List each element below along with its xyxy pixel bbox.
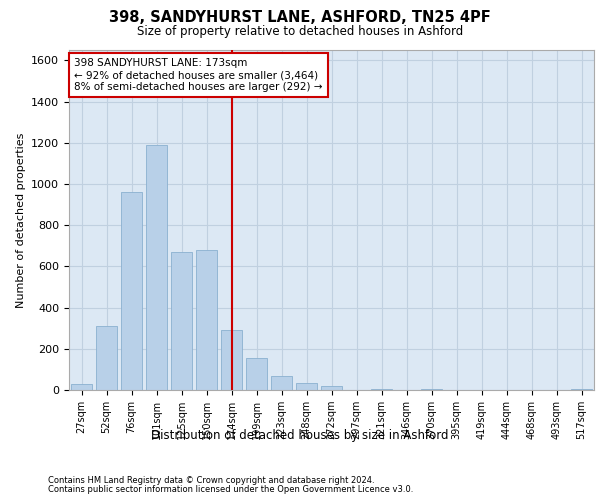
Text: Size of property relative to detached houses in Ashford: Size of property relative to detached ho… <box>137 25 463 38</box>
Text: Contains HM Land Registry data © Crown copyright and database right 2024.: Contains HM Land Registry data © Crown c… <box>48 476 374 485</box>
Bar <box>296 383 317 390</box>
Bar <box>371 389 392 390</box>
Bar <box>146 145 167 390</box>
Y-axis label: Number of detached properties: Number of detached properties <box>16 132 26 308</box>
Bar <box>96 326 117 390</box>
Text: Distribution of detached houses by size in Ashford: Distribution of detached houses by size … <box>151 430 449 442</box>
Text: 398 SANDYHURST LANE: 173sqm
← 92% of detached houses are smaller (3,464)
8% of s: 398 SANDYHURST LANE: 173sqm ← 92% of det… <box>74 58 323 92</box>
Bar <box>246 358 267 390</box>
Bar <box>321 386 342 390</box>
Bar <box>171 252 192 390</box>
Bar <box>196 250 217 390</box>
Bar <box>221 330 242 390</box>
Bar <box>571 389 592 390</box>
Text: Contains public sector information licensed under the Open Government Licence v3: Contains public sector information licen… <box>48 485 413 494</box>
Bar <box>271 376 292 390</box>
Bar <box>121 192 142 390</box>
Bar <box>421 389 442 390</box>
Bar <box>71 384 92 390</box>
Text: 398, SANDYHURST LANE, ASHFORD, TN25 4PF: 398, SANDYHURST LANE, ASHFORD, TN25 4PF <box>109 10 491 25</box>
